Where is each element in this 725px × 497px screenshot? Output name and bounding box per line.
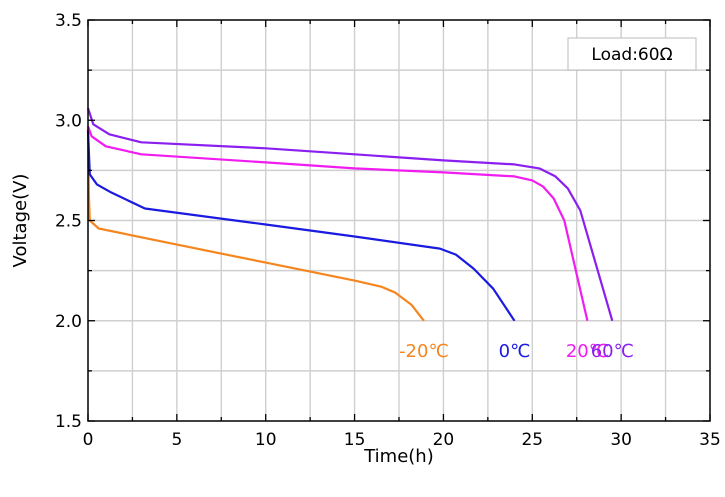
x-tick-label: 15 (344, 430, 366, 450)
series-label-0: -20℃ (399, 341, 449, 362)
y-tick-label: 1.5 (55, 412, 82, 432)
series-label-3: 60℃ (591, 341, 634, 362)
x-axis-label: Time(h) (363, 446, 434, 467)
series-line-3 (86, 107, 614, 322)
y-tick-label: 3.5 (55, 11, 82, 31)
series-line-1 (86, 130, 516, 322)
load-annotation-text: Load:60Ω (591, 45, 672, 65)
y-tick-label: 2.5 (55, 212, 82, 232)
series-line-0 (86, 128, 425, 322)
series-label-1: 0℃ (499, 341, 531, 362)
y-tick-label: 3.0 (55, 111, 82, 131)
tick-labels: 0 5 10 15 20 25 30 35 1.5 2.0 2.5 3.0 3.5 (55, 11, 721, 450)
axis-ticks (87, 19, 711, 422)
y-axis-label: Voltage(V) (10, 174, 31, 268)
load-annotation-box (567, 37, 697, 71)
x-tick-label: 30 (610, 430, 632, 450)
x-tick-label: 0 (83, 430, 94, 450)
series-lines (86, 107, 614, 322)
x-tick-label: 25 (521, 430, 543, 450)
series-label-2: 20℃ (566, 341, 609, 362)
series-line-2 (86, 125, 589, 322)
x-tick-label: 20 (433, 430, 455, 450)
load-annotation: Load:60Ω (567, 37, 697, 71)
series-labels: -20℃ 0℃ 20℃60℃ (399, 341, 634, 362)
y-tick-label: 2.0 (55, 312, 82, 332)
x-tick-label: 35 (699, 430, 721, 450)
x-tick-label: 10 (255, 430, 277, 450)
x-tick-label: 5 (171, 430, 182, 450)
